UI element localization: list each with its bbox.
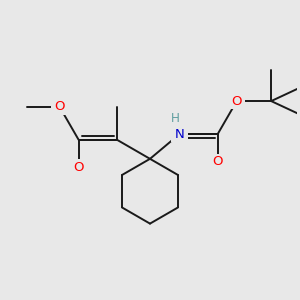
Text: O: O [212,155,223,168]
FancyBboxPatch shape [229,93,245,109]
Text: O: O [232,94,242,108]
Text: O: O [73,161,84,174]
FancyBboxPatch shape [51,98,68,115]
FancyBboxPatch shape [169,112,182,124]
Text: N: N [174,128,184,141]
FancyBboxPatch shape [171,126,188,142]
FancyBboxPatch shape [70,159,87,175]
FancyBboxPatch shape [209,154,226,170]
Text: H: H [171,112,180,124]
Text: O: O [54,100,65,113]
